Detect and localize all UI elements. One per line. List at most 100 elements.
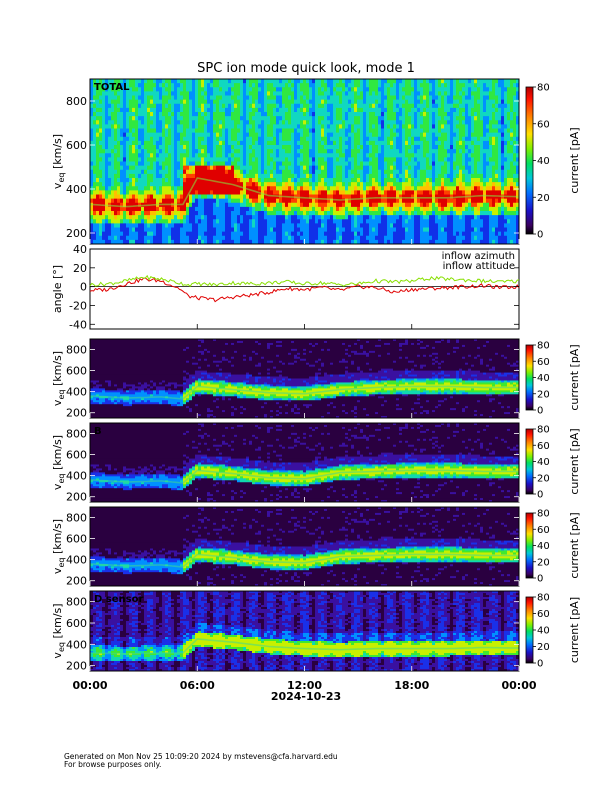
heatmap-cell xyxy=(246,136,250,142)
heatmap-cell xyxy=(147,173,151,179)
heatmap-cell xyxy=(330,153,334,158)
heatmap-cell xyxy=(243,194,247,200)
heatmap-cell xyxy=(315,169,319,175)
heatmap-cell xyxy=(105,235,109,241)
heatmap-cell xyxy=(126,223,130,228)
heatmap-cell xyxy=(453,231,457,237)
heatmap-cell xyxy=(114,239,118,245)
heatmap-cell xyxy=(426,145,430,150)
heatmap-cell xyxy=(198,87,202,92)
heatmap-cell xyxy=(252,186,256,191)
heatmap-cell xyxy=(315,95,319,101)
heatmap-cell xyxy=(309,157,313,162)
heatmap-cell xyxy=(318,219,322,224)
heatmap-cell xyxy=(297,87,301,92)
heatmap-cell xyxy=(264,235,268,241)
heatmap-cell xyxy=(279,178,283,183)
heatmap-cell xyxy=(450,91,454,96)
heatmap-cell xyxy=(372,95,376,101)
heatmap-cell xyxy=(378,107,382,113)
heatmap-cell xyxy=(408,87,412,92)
heatmap-cell xyxy=(357,206,361,212)
heatmap-cell xyxy=(312,182,316,187)
heatmap-cell xyxy=(306,206,310,212)
heatmap-cell xyxy=(381,169,385,175)
heatmap-cell xyxy=(201,99,205,105)
heatmap-cell xyxy=(444,190,448,195)
heatmap-cell xyxy=(420,95,424,101)
heatmap-cell xyxy=(354,194,358,200)
heatmap-cell xyxy=(177,206,181,212)
heatmap-cell xyxy=(459,223,463,228)
heatmap-cell xyxy=(231,223,235,228)
heatmap-cell xyxy=(336,136,340,142)
heatmap-cell xyxy=(447,178,451,183)
heatmap-cell xyxy=(198,186,202,191)
heatmap-cell xyxy=(282,202,286,208)
heatmap-cell xyxy=(306,95,310,101)
heatmap-cell xyxy=(441,239,445,245)
heatmap-cell xyxy=(447,128,451,134)
heatmap-cell xyxy=(336,194,340,200)
heatmap-cell xyxy=(123,124,127,129)
heatmap-cell xyxy=(306,219,310,224)
heatmap-cell xyxy=(357,161,361,167)
heatmap-cell xyxy=(450,157,454,162)
heatmap-cell xyxy=(261,103,265,109)
heatmap-cell xyxy=(336,99,340,105)
heatmap-cell xyxy=(252,206,256,212)
heatmap-cell xyxy=(345,235,349,241)
heatmap-cell xyxy=(210,157,214,162)
heatmap-cell xyxy=(384,149,388,154)
heatmap-cell xyxy=(306,91,310,96)
heatmap-cell xyxy=(96,79,100,84)
heatmap-cell xyxy=(150,157,154,162)
heatmap-cell xyxy=(312,169,316,175)
heatmap-cell xyxy=(420,198,424,204)
heatmap-cell xyxy=(96,169,100,175)
heatmap-cell xyxy=(291,116,295,121)
heatmap-cell xyxy=(99,206,103,212)
heatmap-cell xyxy=(288,91,292,96)
heatmap-cell xyxy=(420,235,424,241)
heatmap-cell xyxy=(318,186,322,191)
heatmap-cell xyxy=(183,153,187,158)
heatmap-cell xyxy=(246,79,250,84)
heatmap-cell xyxy=(393,91,397,96)
heatmap-cell xyxy=(102,145,106,150)
heatmap-cell xyxy=(336,169,340,175)
heatmap-cell xyxy=(357,103,361,109)
heatmap-cell xyxy=(279,231,283,237)
heatmap-cell xyxy=(315,198,319,204)
heatmap-cell xyxy=(456,99,460,105)
heatmap-cell xyxy=(312,161,316,167)
heatmap-cell xyxy=(108,223,112,228)
heatmap-cell xyxy=(204,173,208,179)
heatmap-cell xyxy=(441,91,445,96)
heatmap-cell xyxy=(249,169,253,175)
heatmap-cell xyxy=(228,103,232,109)
heatmap-cell xyxy=(228,83,232,88)
heatmap-cell xyxy=(291,132,295,138)
heatmap-cell xyxy=(249,157,253,162)
heatmap-cell xyxy=(462,107,466,113)
heatmap-cell xyxy=(297,91,301,96)
heatmap-cell xyxy=(135,198,139,204)
heatmap-cell xyxy=(204,215,208,220)
heatmap-cell xyxy=(117,186,121,191)
heatmap-cell xyxy=(300,132,304,138)
heatmap-cell xyxy=(450,178,454,183)
heatmap-cell xyxy=(120,227,124,233)
heatmap-cell xyxy=(348,116,352,121)
heatmap-cell xyxy=(105,124,109,129)
heatmap-cell xyxy=(267,206,271,212)
heatmap-cell xyxy=(447,202,451,208)
heatmap-cell xyxy=(141,169,145,175)
heatmap-cell xyxy=(339,132,343,138)
heatmap-cell xyxy=(93,235,97,241)
heatmap-cell xyxy=(297,202,301,208)
heatmap-cell xyxy=(180,165,184,171)
heatmap-cell xyxy=(426,128,430,134)
heatmap-cell xyxy=(309,91,313,96)
heatmap-cell xyxy=(159,190,163,195)
